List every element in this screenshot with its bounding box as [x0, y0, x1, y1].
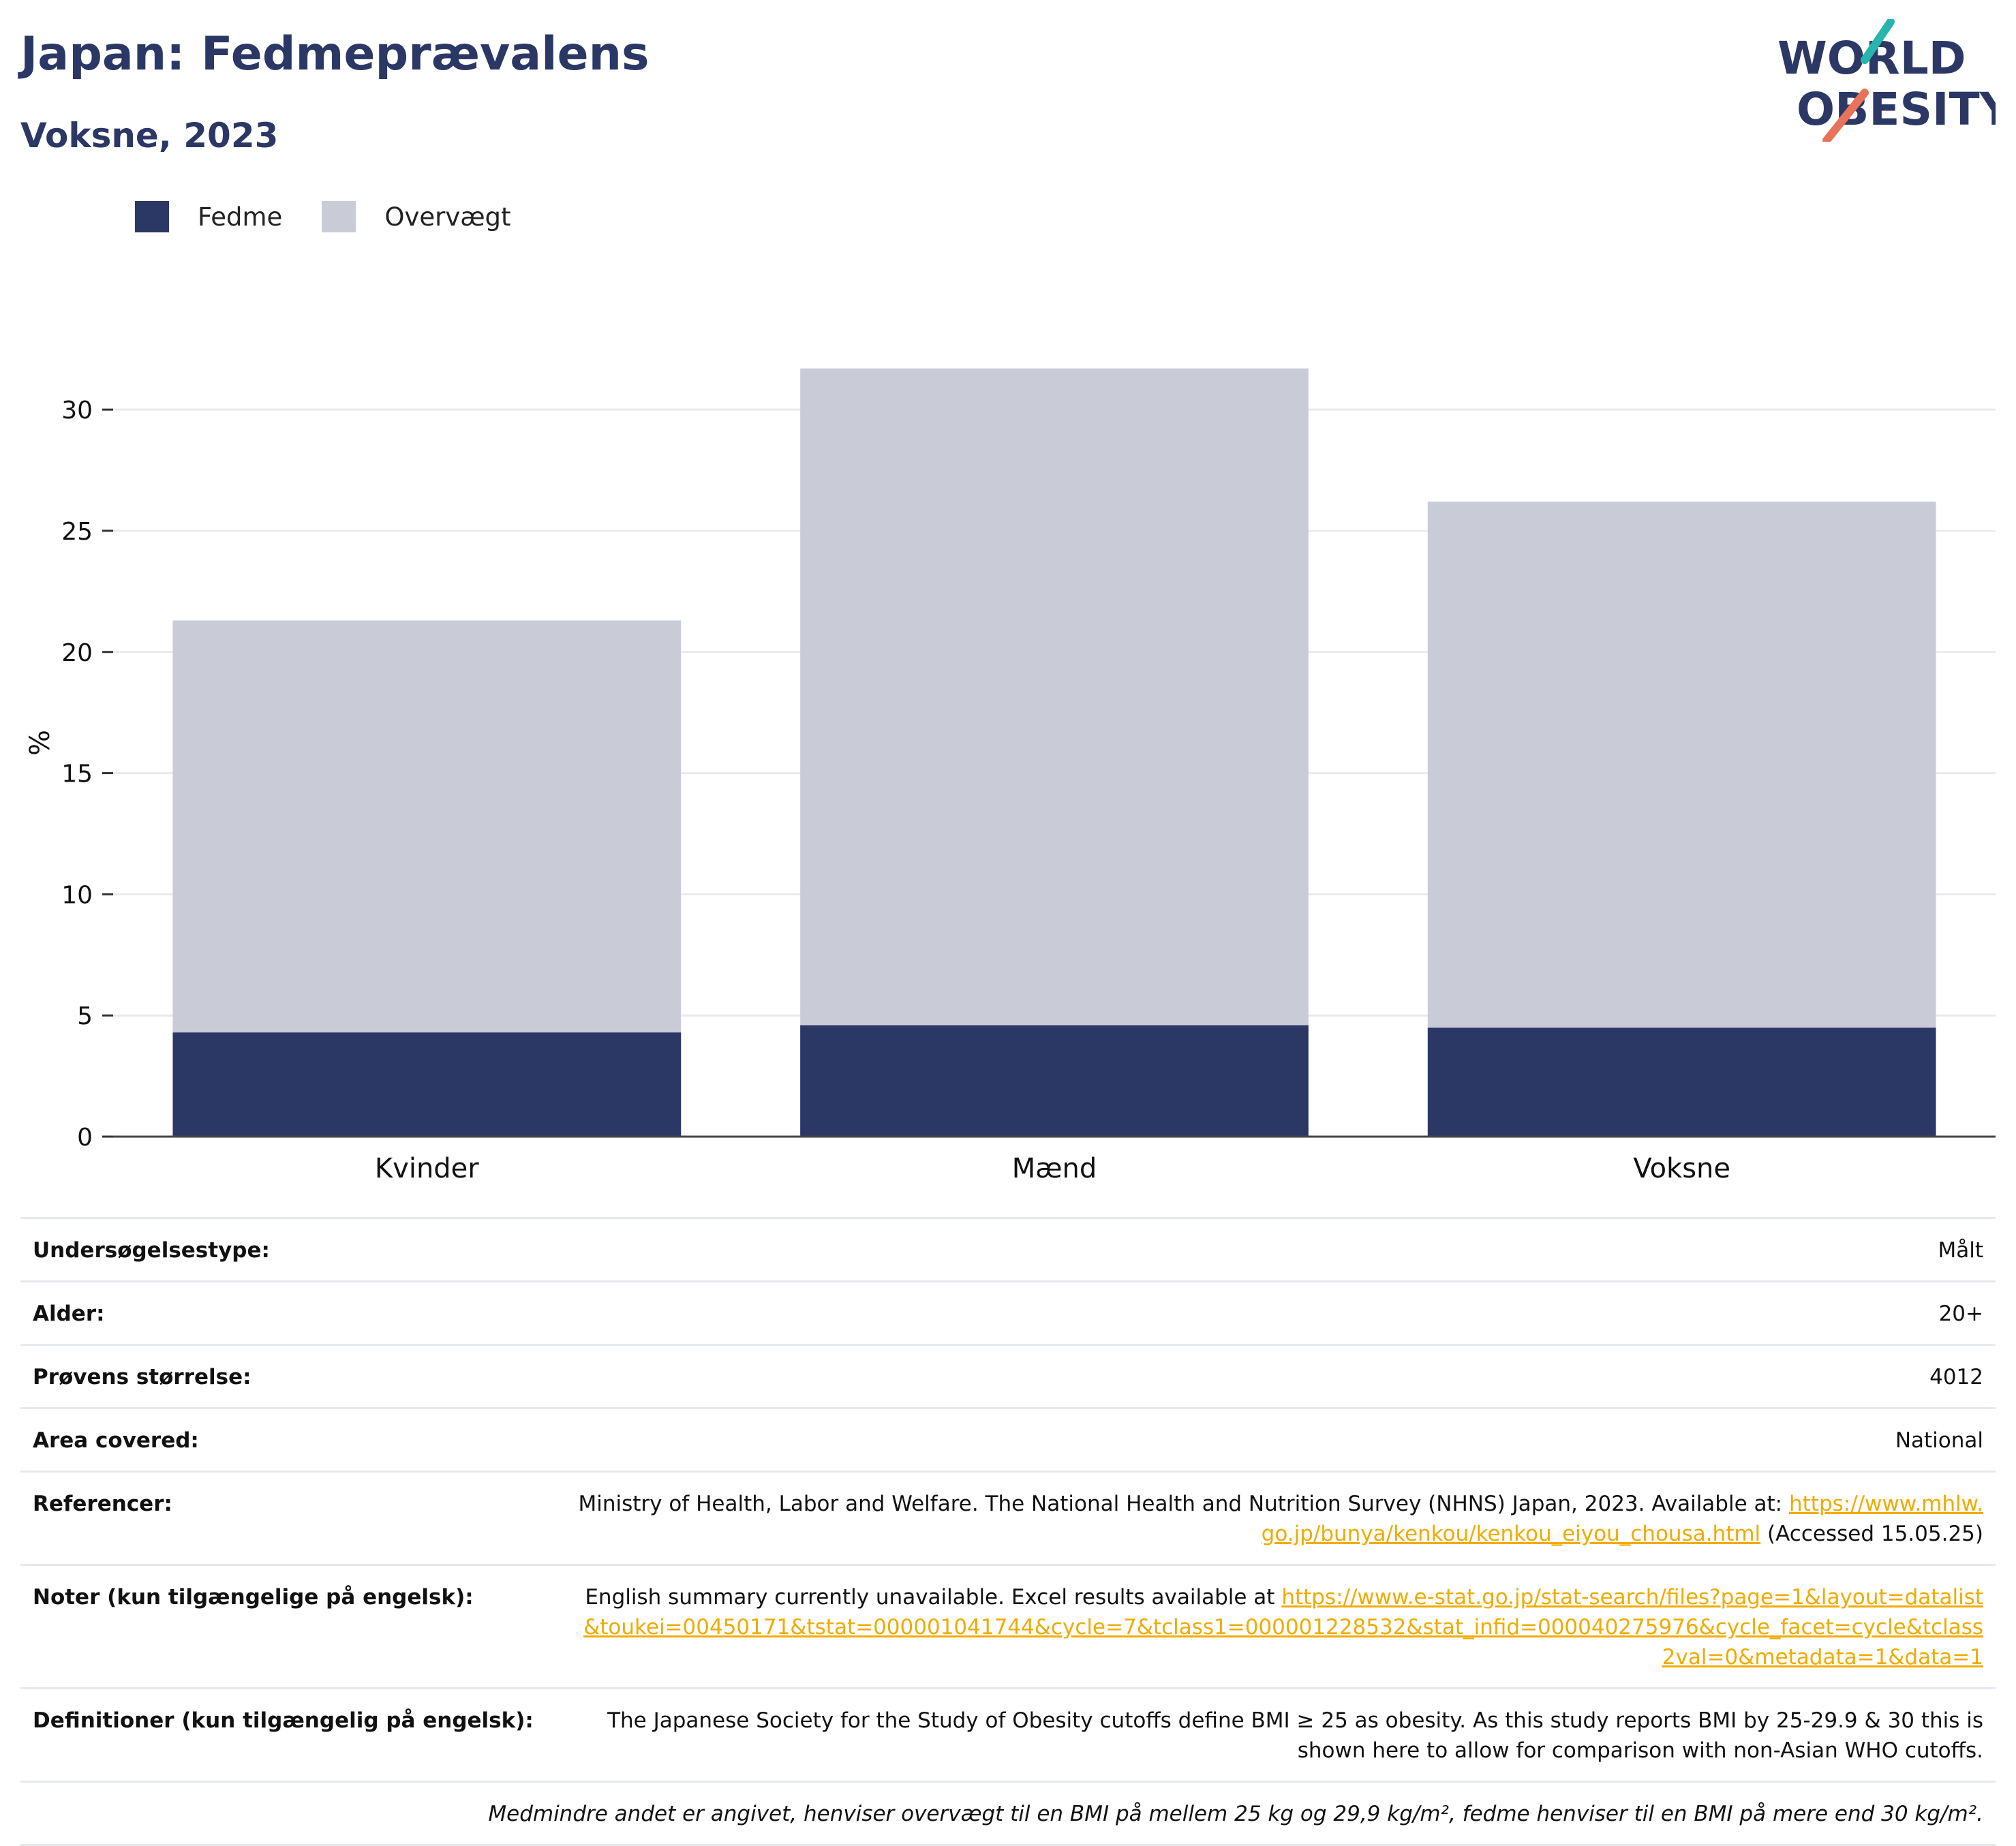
legend-label-fedme: Fedme [198, 202, 283, 232]
info-label: Prøvens størrelse: [20, 1344, 563, 1409]
info-row-references: Referencer: Ministry of Health, Labor an… [20, 1471, 1996, 1565]
chart-bars [172, 368, 1936, 1137]
info-row-survey-type: Undersøgelsestype: Målt [20, 1217, 1996, 1282]
info-label: Definitioner (kun tilgængelig på engelsk… [20, 1687, 563, 1782]
page-title: Japan: Fedmeprævalens [20, 27, 650, 81]
x-tick-label: Voksne [1633, 1153, 1730, 1184]
logo-text-obesity: OBESITY [1797, 83, 1996, 136]
info-label: Referencer: [20, 1471, 563, 1565]
info-value: Målt [563, 1217, 1996, 1282]
y-tick-label: 15 [61, 760, 93, 788]
x-axis-labels: Kvinder Mænd Voksne [375, 1153, 1730, 1184]
legend-item-fedme[interactable]: Fedme [135, 201, 282, 232]
info-row-footnote: Medmindre andet er angivet, henviser ove… [20, 1781, 1996, 1846]
logo-slash-red [1822, 89, 1869, 142]
info-value: 20+ [563, 1280, 1996, 1345]
bar-overvaegt-1[interactable] [800, 368, 1309, 1026]
bar-overvaegt-0[interactable] [172, 620, 682, 1033]
legend-item-overvaegt[interactable]: Overvægt [322, 201, 511, 232]
info-value: English summary currently unavailable. E… [563, 1564, 1996, 1689]
info-value: National [563, 1407, 1996, 1472]
references-suffix: (Accessed 15.05.25) [1760, 1522, 1983, 1546]
legend-swatch-fedme [135, 201, 169, 232]
notes-link[interactable]: https://www.e-stat.go.jp/stat-search/fil… [583, 1585, 1983, 1670]
y-tick-label: 20 [61, 639, 93, 667]
bar-fedme-1[interactable] [800, 1025, 1309, 1137]
y-tick-label: 5 [77, 1002, 93, 1030]
logo-slash-teal [1861, 19, 1895, 64]
info-table: Undersøgelsestype: Målt Alder: 20+ Prøve… [20, 1217, 1996, 1846]
y-tick-label: 0 [77, 1124, 93, 1152]
bar-chart: 0 5 10 15 20 25 30 Kvinder Mænd Voksne % [25, 368, 1996, 1184]
info-value: 4012 [563, 1344, 1996, 1409]
bar-overvaegt-2[interactable] [1427, 502, 1936, 1028]
info-label: Noter (kun tilgængelige på engelsk): [20, 1564, 563, 1689]
info-label: Alder: [20, 1280, 563, 1345]
info-label: Undersøgelsestype: [20, 1217, 563, 1282]
references-link[interactable]: https://www.mhlw.go.jp/bunya/kenkou/kenk… [1261, 1492, 1983, 1546]
chart-legend: Fedme Overvægt [135, 201, 551, 232]
info-value: The Japanese Society for the Study of Ob… [563, 1687, 1996, 1782]
references-text: Ministry of Health, Labor and Welfare. T… [578, 1492, 1789, 1516]
info-row-age: Alder: 20+ [20, 1280, 1996, 1345]
logo-text-world: WORLD [1777, 32, 1966, 84]
x-tick-label: Kvinder [375, 1153, 479, 1184]
legend-swatch-overvaegt [322, 201, 356, 232]
bar-fedme-2[interactable] [1427, 1027, 1936, 1137]
notes-text: English summary currently unavailable. E… [585, 1585, 1282, 1610]
bar-fedme-0[interactable] [172, 1032, 682, 1137]
footnote: Medmindre andet er angivet, henviser ove… [20, 1781, 1996, 1846]
world-obesity-logo: WORLD OBESITY [1777, 19, 1996, 142]
info-row-definitions: Definitioner (kun tilgængelig på engelsk… [20, 1687, 1996, 1782]
y-tick-label: 30 [61, 397, 93, 425]
page-subtitle: Voksne, 2023 [20, 116, 279, 155]
y-axis-ticks: 0 5 10 15 20 25 30 [61, 397, 1996, 1152]
info-row-sample-size: Prøvens størrelse: 4012 [20, 1344, 1996, 1409]
info-row-notes: Noter (kun tilgængelige på engelsk): Eng… [20, 1564, 1996, 1689]
y-tick-label: 10 [61, 881, 93, 909]
info-row-area: Area covered: National [20, 1407, 1996, 1472]
y-tick-label: 25 [61, 518, 93, 546]
legend-label-overvaegt: Overvægt [384, 202, 511, 232]
info-label: Area covered: [20, 1407, 563, 1472]
x-tick-label: Mænd [1012, 1153, 1097, 1184]
info-value: Ministry of Health, Labor and Welfare. T… [563, 1471, 1996, 1565]
y-axis-label: % [25, 730, 56, 756]
